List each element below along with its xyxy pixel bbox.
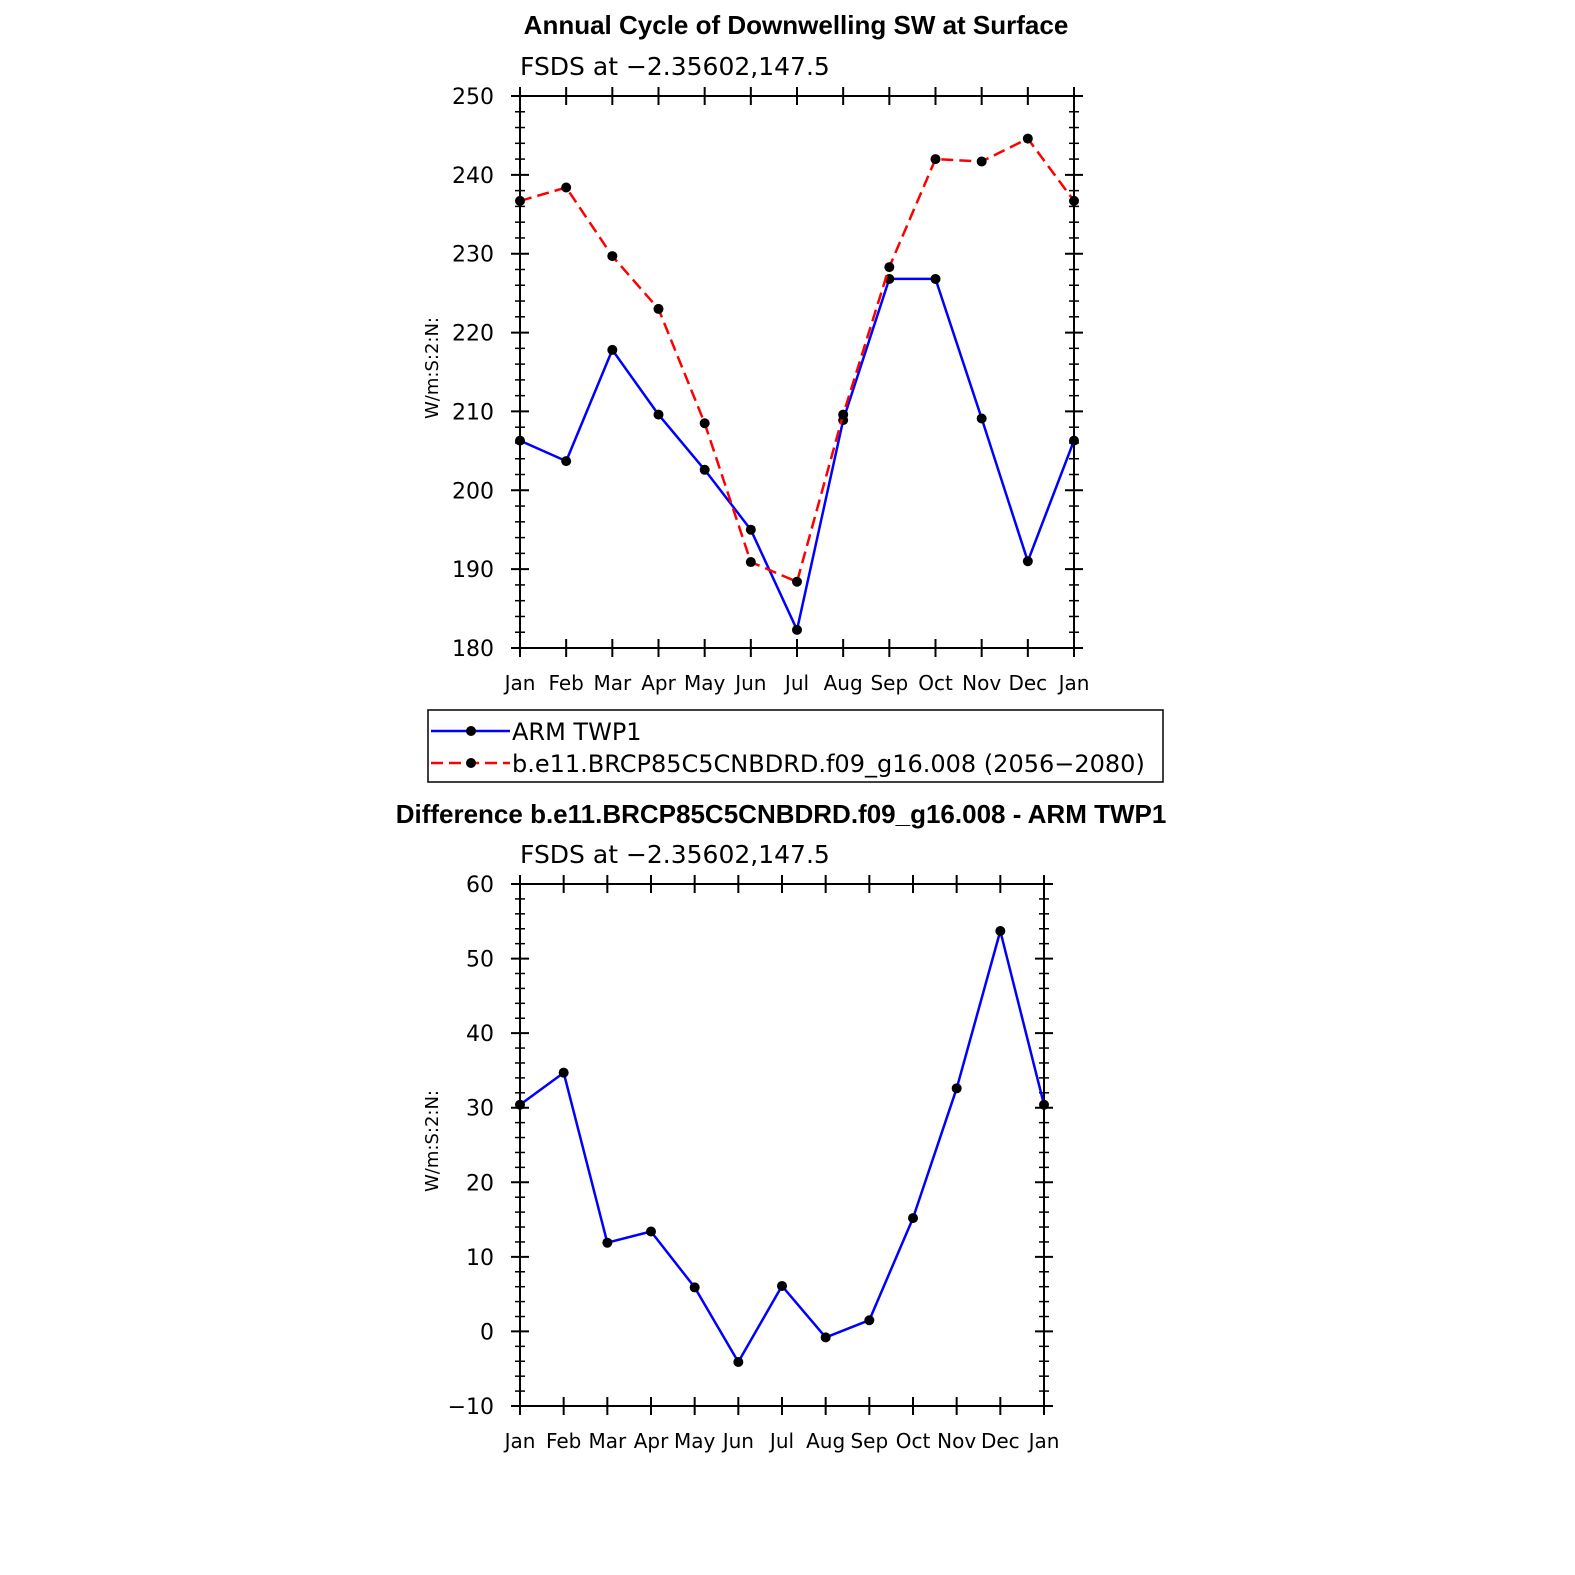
y-tick-label: 50 xyxy=(466,948,494,973)
x-tick-label: May xyxy=(674,1429,716,1453)
data-point xyxy=(646,1226,656,1237)
y-tick-label: 220 xyxy=(452,322,494,347)
x-tick-label: Dec xyxy=(981,1429,1020,1453)
y-tick-label: 180 xyxy=(452,637,494,662)
data-point xyxy=(515,1099,525,1110)
data-point xyxy=(1039,1099,1049,1110)
data-point xyxy=(699,418,710,429)
y-tick-label: 0 xyxy=(480,1320,494,1345)
data-point xyxy=(951,1083,962,1094)
x-tick-label: Aug xyxy=(824,671,863,695)
y-tick-label: 250 xyxy=(452,85,494,110)
x-tick-label: Jan xyxy=(1027,1429,1060,1453)
legend-marker-model xyxy=(466,758,476,768)
x-tick-label: Jun xyxy=(721,1429,754,1453)
x-tick-label: Apr xyxy=(634,1429,669,1453)
data-point xyxy=(1069,435,1079,446)
y-tick-label: 60 xyxy=(466,873,494,898)
x-tick-label: Apr xyxy=(641,671,676,695)
data-point xyxy=(607,344,618,355)
x-tick-label: Jan xyxy=(503,1429,536,1453)
y-tick-label: 10 xyxy=(466,1246,494,1271)
x-tick-label: Aug xyxy=(806,1429,845,1453)
x-tick-label: Sep xyxy=(870,671,908,695)
y-tick-label: 230 xyxy=(452,243,494,268)
y-tick-label: 20 xyxy=(466,1171,494,1196)
y-tick-label: −10 xyxy=(448,1395,494,1420)
data-point xyxy=(792,576,802,587)
legend-marker-obs xyxy=(466,726,476,736)
x-tick-label: Nov xyxy=(962,671,1001,695)
x-tick-label: May xyxy=(684,671,726,695)
x-tick-label: Sep xyxy=(850,1429,888,1453)
data-point xyxy=(976,413,987,424)
data-point xyxy=(930,154,941,165)
data-point xyxy=(1069,195,1079,206)
data-point xyxy=(792,624,802,635)
x-tick-label: Mar xyxy=(588,1429,627,1453)
difference-panel: Difference b.e11.BRCP85C5CNBDRD.f09_g16.… xyxy=(396,799,1167,1453)
x-tick-label: Jan xyxy=(503,671,536,695)
data-point xyxy=(515,435,525,446)
data-point xyxy=(561,182,572,193)
data-point xyxy=(1022,133,1033,144)
data-point xyxy=(864,1315,875,1326)
x-tick-label: Mar xyxy=(593,671,632,695)
data-point xyxy=(820,1332,831,1343)
series-line-model xyxy=(519,137,1076,584)
data-point xyxy=(884,262,895,273)
data-point xyxy=(745,524,756,535)
plot-frame xyxy=(519,883,1045,1407)
data-point xyxy=(745,557,756,568)
y-tick-label: 240 xyxy=(452,164,494,189)
chart-title: Annual Cycle of Downwelling SW at Surfac… xyxy=(524,10,1069,40)
data-point xyxy=(607,251,618,262)
data-point xyxy=(515,195,525,206)
data-point xyxy=(653,303,664,314)
data-point xyxy=(930,273,941,284)
y-axis-label: W/m:S:2:N: xyxy=(422,1090,443,1192)
x-tick-label: Jan xyxy=(1057,671,1090,695)
x-tick-label: Dec xyxy=(1008,671,1047,695)
data-point xyxy=(699,464,710,475)
data-point xyxy=(653,409,664,420)
y-axis-label: W/m:S:2:N: xyxy=(422,317,443,419)
x-tick-label: Feb xyxy=(548,671,583,695)
data-point xyxy=(777,1280,787,1291)
annual-cycle-panel: Annual Cycle of Downwelling SW at Surfac… xyxy=(422,10,1089,695)
data-point xyxy=(733,1357,744,1368)
x-tick-label: Jun xyxy=(733,671,766,695)
data-point xyxy=(908,1213,918,1224)
legend-box xyxy=(427,709,1164,783)
chart-subtitle: FSDS at −2.35602,147.5 xyxy=(520,840,830,869)
y-tick-label: 190 xyxy=(452,558,494,583)
y-tick-label: 200 xyxy=(452,479,494,504)
plot-area: Jan Feb Mar Apr May Jun Jul Aug Sep Oct Nov Dec Jan−… xyxy=(448,873,1060,1453)
chart-subtitle: FSDS at −2.35602,147.5 xyxy=(520,52,830,81)
data-point xyxy=(838,409,849,420)
legend-label-model: b.e11.BRCP85C5CNBDRD.f09_g16.008 (2056−2… xyxy=(512,750,1145,778)
data-point xyxy=(995,925,1006,936)
data-point xyxy=(689,1282,700,1293)
data-point xyxy=(561,456,572,467)
data-point xyxy=(976,156,987,167)
chart-title: Difference b.e11.BRCP85C5CNBDRD.f09_g16.… xyxy=(396,799,1167,829)
x-tick-label: Oct xyxy=(918,671,953,695)
legend-label-obs: ARM TWP1 xyxy=(512,718,642,746)
y-tick-label: 210 xyxy=(452,400,494,425)
data-point xyxy=(602,1237,613,1248)
data-point xyxy=(558,1067,569,1078)
x-tick-label: Nov xyxy=(937,1429,976,1453)
x-tick-label: Oct xyxy=(896,1429,931,1453)
x-tick-label: Feb xyxy=(546,1429,581,1453)
x-tick-label: Jul xyxy=(783,671,809,695)
x-tick-label: Jul xyxy=(768,1429,794,1453)
y-tick-label: 30 xyxy=(466,1097,494,1122)
y-tick-label: 40 xyxy=(466,1022,494,1047)
data-point xyxy=(1022,556,1033,567)
legend: ARM TWP1 b.e11.BRCP85C5CNBDRD.f09_g16.00… xyxy=(427,709,1164,783)
series-line-obs xyxy=(519,929,1046,1364)
plot-area: Jan Feb Mar Apr May Jun Jul Aug Sep Oct Nov Dec Jan 1… xyxy=(452,85,1089,695)
